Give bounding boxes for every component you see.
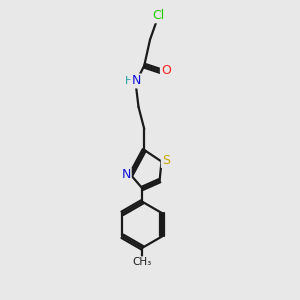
Text: S: S <box>162 154 170 167</box>
Text: H: H <box>125 76 133 86</box>
Text: Cl: Cl <box>152 9 165 22</box>
Text: N: N <box>121 168 131 182</box>
Text: N: N <box>131 74 141 88</box>
Text: CH₃: CH₃ <box>133 257 152 267</box>
Text: O: O <box>161 64 171 77</box>
